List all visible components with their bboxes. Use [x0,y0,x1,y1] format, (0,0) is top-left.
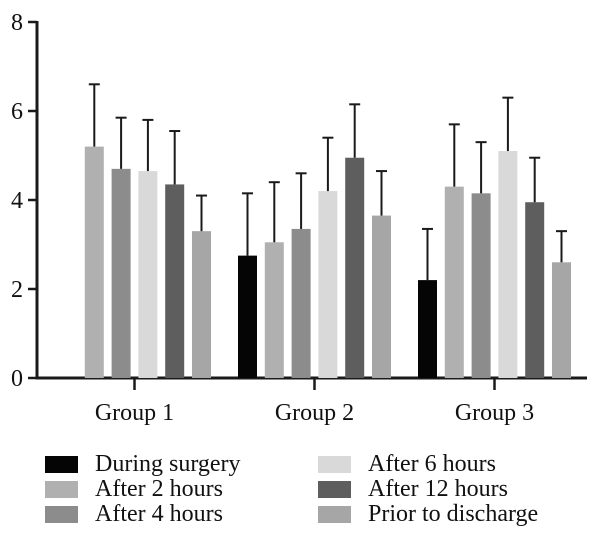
bar-after-12-hours [165,184,185,378]
bar-after-6-hours [498,151,518,378]
bar-prior-to-discharge [192,231,211,378]
y-tick-label: 4 [11,188,23,214]
legend-label: After 2 hours [95,476,223,502]
legend-item: Prior to discharge [318,502,538,527]
y-tick-label: 8 [11,10,23,36]
legend-label: Prior to discharge [368,501,539,527]
legend-item: After 2 hours [45,477,241,502]
bar-after-4-hours [111,168,131,378]
legend-swatch-icon [318,456,351,473]
legend-label: During surgery [95,451,241,477]
y-tick-label: 2 [11,277,23,303]
bar-after-2-hours [84,146,104,378]
x-category-label: Group 3 [455,400,534,426]
legend-column-right: After 6 hours After 12 hours Prior to disc… [318,452,538,527]
bar-during-surgery [418,280,437,378]
bar-after-2-hours [264,242,284,378]
bar-prior-to-discharge [372,215,391,378]
bar-prior-to-discharge [552,262,571,378]
bar-chart-svg: 0 2 4 6 8 Group 1 Group 2 Group 3 [11,10,587,426]
bar-after-2-hours [444,186,464,378]
legend-label: After 6 hours [368,451,496,477]
legend-swatch-icon [318,481,351,498]
legend-item: After 4 hours [45,502,241,527]
bar-during-surgery [238,255,257,378]
y-tick-label: 6 [11,99,23,125]
bar-after-4-hours [291,228,311,378]
bar-after-6-hours [138,171,158,378]
x-category-label: Group 1 [95,400,174,426]
legend-swatch-icon [318,506,351,523]
legend-swatch-icon [45,456,78,473]
legend-column-left: During surgery After 2 hours After 4 hours [45,452,241,527]
legend-item: After 6 hours [318,452,538,477]
bar-after-4-hours [471,193,491,378]
legend-swatch-icon [45,506,78,523]
legend-label: After 12 hours [368,476,508,502]
legend-swatch-icon [45,481,78,498]
legend-label: After 4 hours [95,501,223,527]
legend-item: During surgery [45,452,241,477]
bar-after-12-hours [525,202,545,378]
legend-item: After 12 hours [318,477,538,502]
x-category-label: Group 2 [275,400,354,426]
y-tick-label: 0 [11,366,23,392]
bar-after-12-hours [345,157,365,378]
bar-after-6-hours [318,191,338,378]
